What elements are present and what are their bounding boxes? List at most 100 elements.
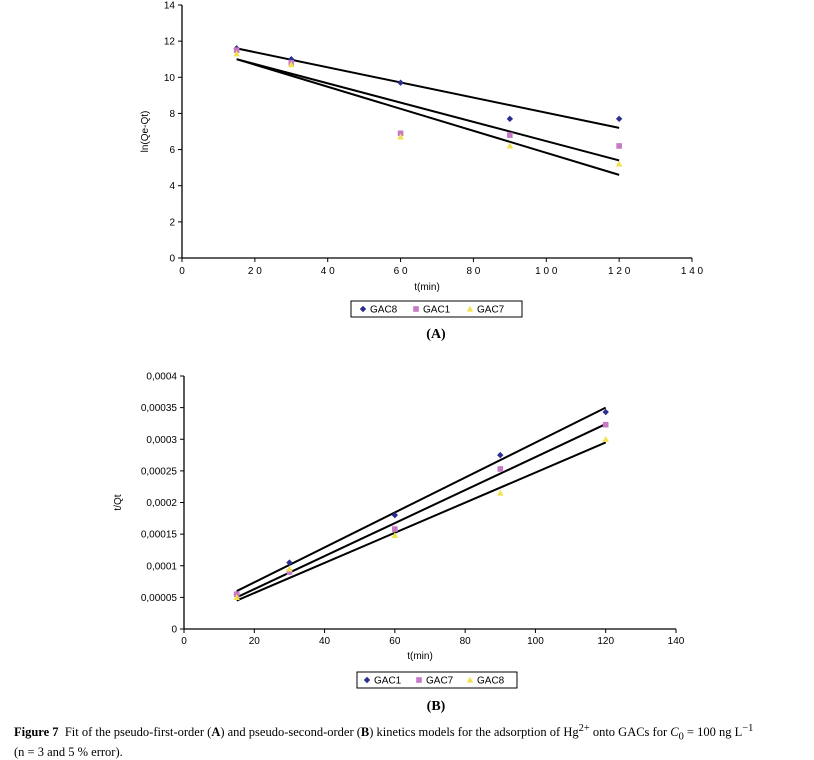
legend-marker-gac8 (466, 676, 474, 683)
x-tick-label: 1 2 0 (608, 266, 631, 277)
y-axis-label: t/Qt (113, 494, 124, 510)
y-tick-label: 0,00035 (141, 403, 178, 414)
data-point-gac1 (507, 132, 513, 138)
legend: GAC1 GAC7 GAC8 (356, 671, 518, 689)
data-point-gac1 (286, 559, 293, 566)
legend-label-gac1: GAC1 (423, 305, 451, 316)
data-point-gac7 (392, 526, 398, 532)
x-tick-label: 60 (389, 636, 401, 647)
trendline-gac7 (236, 58, 620, 176)
x-tick-label: 20 (249, 636, 261, 647)
x-tick-label: 140 (668, 636, 685, 647)
y-tick-label: 12 (164, 37, 176, 48)
legend-marker-gac7 (416, 677, 422, 683)
legend: GAC8 GAC1 GAC7 (350, 300, 523, 318)
data-point-gac1 (497, 451, 504, 459)
caption-text: ) and pseudo-second-order ( (220, 725, 361, 740)
data-point-gac1 (397, 130, 404, 137)
data-point-gac7 (497, 466, 504, 472)
x-tick-label: 40 (319, 636, 331, 647)
data-point-gac7 (602, 421, 609, 428)
data-point-gac1 (602, 408, 609, 416)
x-tick-label: 8 0 (466, 266, 480, 277)
caption-c-subscript: 0 (678, 731, 684, 743)
legend-box (356, 671, 518, 689)
x-tick-label: 6 0 (394, 266, 408, 277)
legend-marker-gac1 (413, 306, 419, 312)
data-point-gac7 (397, 133, 404, 140)
y-tick-label: 0,00015 (141, 530, 178, 541)
chart-panel-b: 0 0,00005 0,0001 0,00015 0,0002 0,00025 0,0003… (113, 372, 685, 715)
y-tick-label: 0,00005 (141, 593, 178, 604)
data-point-gac7 (615, 160, 623, 167)
data-point-gac7 (506, 142, 514, 149)
caption-text: ) kinetics models for the adsorption of … (369, 725, 579, 740)
x-tick-label: 0 (181, 636, 187, 647)
caption-figure-label: Figure 7 (14, 725, 59, 740)
trendline-gac7 (236, 423, 607, 599)
figure-caption: Figure 7 Fit of the pseudo-first-order (… (14, 721, 804, 760)
legend-label-gac8: GAC8 (370, 305, 398, 316)
caption-text: = 100 ng L (683, 725, 743, 740)
data-point-gac7 (286, 569, 293, 575)
trendline-gac8 (236, 441, 607, 602)
data-point-gac1 (391, 511, 399, 519)
y-tick-label: 8 (169, 109, 175, 120)
caption-bold-a: A (211, 725, 221, 740)
x-tick-label: 80 (460, 636, 472, 647)
caption-text: Fit of the pseudo-first-order ( (64, 725, 212, 740)
data-point-gac8 (497, 489, 504, 496)
caption-unit-superscript: −1 (742, 723, 754, 734)
data-point-gac8 (233, 593, 240, 600)
legend-label-gac7: GAC7 (426, 676, 454, 687)
caption-bold-b: B (360, 725, 370, 740)
y-tick-label: 4 (169, 181, 175, 192)
y-tick-label: 0,0001 (146, 561, 177, 572)
y-axis-label: ln(Qe-Qt) (140, 111, 151, 153)
y-tick-label: 0,00025 (141, 466, 178, 477)
x-tick-label: 120 (597, 636, 614, 647)
data-point-gac8 (602, 435, 609, 442)
x-tick-label: 2 0 (248, 266, 262, 277)
data-point-gac1 (616, 143, 622, 149)
trendline-gac1 (236, 58, 620, 162)
data-point-gac8 (397, 79, 404, 86)
caption-superscript: 2+ (578, 723, 590, 734)
data-point-gac7 (288, 61, 295, 68)
y-tick-label: 0,0002 (146, 498, 177, 509)
data-point-gac1 (233, 47, 240, 53)
trendline-gac1 (236, 406, 607, 592)
panel-label: (A) (426, 327, 446, 342)
legend-label-gac8: GAC8 (477, 676, 505, 687)
y-tick-label: 10 (164, 73, 176, 84)
x-tick-label: 1 0 0 (535, 266, 558, 277)
x-tick-label: 1 4 0 (681, 266, 704, 277)
trendline-gac8 (236, 47, 620, 129)
y-tick-label: 0 (169, 254, 175, 265)
y-tick-label: 0 (171, 625, 177, 636)
legend-label-gac7: GAC7 (477, 305, 505, 316)
caption-c-symbol: C (670, 725, 679, 740)
y-tick-label: 2 (169, 217, 175, 228)
y-tick-label: 0,0004 (146, 372, 177, 383)
x-tick-label: 100 (527, 636, 544, 647)
y-tick-label: 6 (169, 145, 175, 156)
caption-text: onto GACs for (589, 725, 671, 740)
y-tick-label: 14 (164, 1, 176, 12)
x-axis-label: t(min) (414, 282, 440, 293)
panel-label: (B) (427, 699, 446, 714)
legend-box (350, 300, 523, 318)
data-point-gac8 (391, 531, 399, 538)
data-point-gac8 (506, 115, 514, 123)
legend-marker-gac1 (363, 676, 371, 684)
legend-label-gac1: GAC1 (374, 676, 402, 687)
caption-line-2: (n = 3 and 5 % error). (14, 744, 123, 759)
x-axis-label: t(min) (407, 651, 433, 662)
x-tick-label: 4 0 (321, 266, 335, 277)
x-tick-label: 0 (179, 266, 185, 277)
data-point-gac7 (233, 50, 240, 57)
legend-marker-gac8 (359, 305, 367, 313)
data-point-gac8 (615, 115, 623, 123)
y-tick-label: 0,0003 (146, 435, 177, 446)
